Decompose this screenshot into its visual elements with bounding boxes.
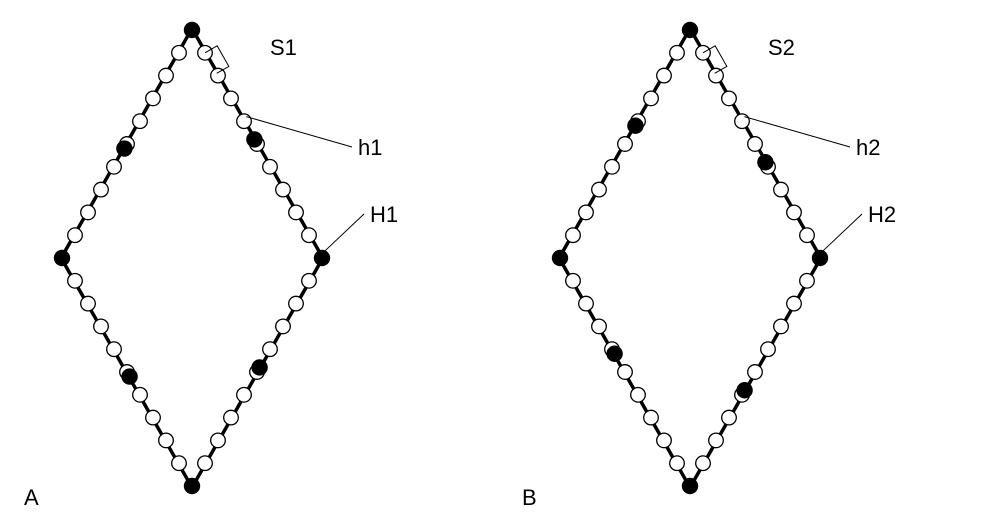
open-marker [592, 182, 607, 197]
open-marker [618, 365, 633, 380]
panel-label: B [522, 485, 537, 510]
panel-label: A [24, 485, 39, 510]
open-marker [159, 68, 174, 83]
open-marker [68, 228, 83, 243]
open-marker [289, 205, 304, 220]
open-marker [224, 410, 239, 425]
open-marker [618, 137, 633, 152]
filled-marker [736, 382, 752, 398]
open-marker [579, 296, 594, 311]
open-marker [146, 91, 161, 106]
open-marker [159, 433, 174, 448]
open-marker [289, 296, 304, 311]
filled-marker [812, 250, 828, 266]
open-marker [146, 410, 161, 425]
open-marker [670, 46, 685, 61]
open-marker [172, 46, 187, 61]
filled-marker [682, 22, 698, 38]
open-marker [94, 182, 109, 197]
open-marker [774, 319, 789, 334]
open-marker [133, 114, 148, 129]
open-marker [198, 456, 213, 471]
open-marker [722, 410, 737, 425]
open-marker [276, 182, 291, 197]
open-marker [172, 456, 187, 471]
open-marker [709, 68, 724, 83]
open-marker [237, 388, 252, 403]
open-marker [657, 68, 672, 83]
filled-marker [54, 250, 70, 266]
open-marker [644, 91, 659, 106]
open-marker [566, 274, 581, 289]
open-marker [107, 342, 122, 357]
big-h-label: H2 [868, 202, 896, 227]
open-marker [94, 319, 109, 334]
filled-marker [682, 478, 698, 494]
open-marker [302, 228, 317, 243]
open-marker [605, 160, 620, 175]
open-marker [657, 433, 672, 448]
open-marker [631, 388, 646, 403]
big-h-label: H1 [370, 202, 398, 227]
big-h-leader [324, 214, 364, 251]
open-marker [237, 114, 252, 129]
s-label: S2 [768, 35, 795, 60]
open-marker [263, 342, 278, 357]
open-marker [592, 319, 607, 334]
filled-marker [121, 368, 137, 384]
filled-marker [184, 478, 200, 494]
s-label: S1 [270, 35, 297, 60]
open-marker [709, 433, 724, 448]
open-marker [68, 274, 83, 289]
open-marker [107, 160, 122, 175]
big-h-leader [822, 214, 862, 251]
open-marker [800, 228, 815, 243]
open-marker [774, 182, 789, 197]
h-label: h2 [856, 135, 880, 160]
filled-marker [251, 359, 267, 375]
filled-marker [606, 346, 622, 362]
filled-marker [314, 250, 330, 266]
open-marker [81, 205, 96, 220]
open-marker [787, 205, 802, 220]
filled-marker [184, 22, 200, 38]
open-marker [566, 228, 581, 243]
open-marker [579, 205, 594, 220]
filled-marker [116, 140, 132, 156]
filled-marker [757, 154, 773, 170]
open-marker [670, 456, 685, 471]
open-marker [302, 274, 317, 289]
open-marker [81, 296, 96, 311]
open-marker [211, 433, 226, 448]
open-marker [735, 114, 750, 129]
filled-marker [552, 250, 568, 266]
open-marker [696, 456, 711, 471]
h-label: h1 [358, 135, 382, 160]
open-marker [133, 388, 148, 403]
open-marker [211, 68, 226, 83]
open-marker [748, 365, 763, 380]
open-marker [761, 342, 776, 357]
open-marker [276, 319, 291, 334]
filled-marker [246, 131, 262, 147]
open-marker [263, 160, 278, 175]
open-marker [224, 91, 239, 106]
open-marker [644, 410, 659, 425]
open-marker [800, 274, 815, 289]
filled-marker [627, 118, 643, 134]
open-marker [748, 137, 763, 152]
open-marker [787, 296, 802, 311]
open-marker [722, 91, 737, 106]
